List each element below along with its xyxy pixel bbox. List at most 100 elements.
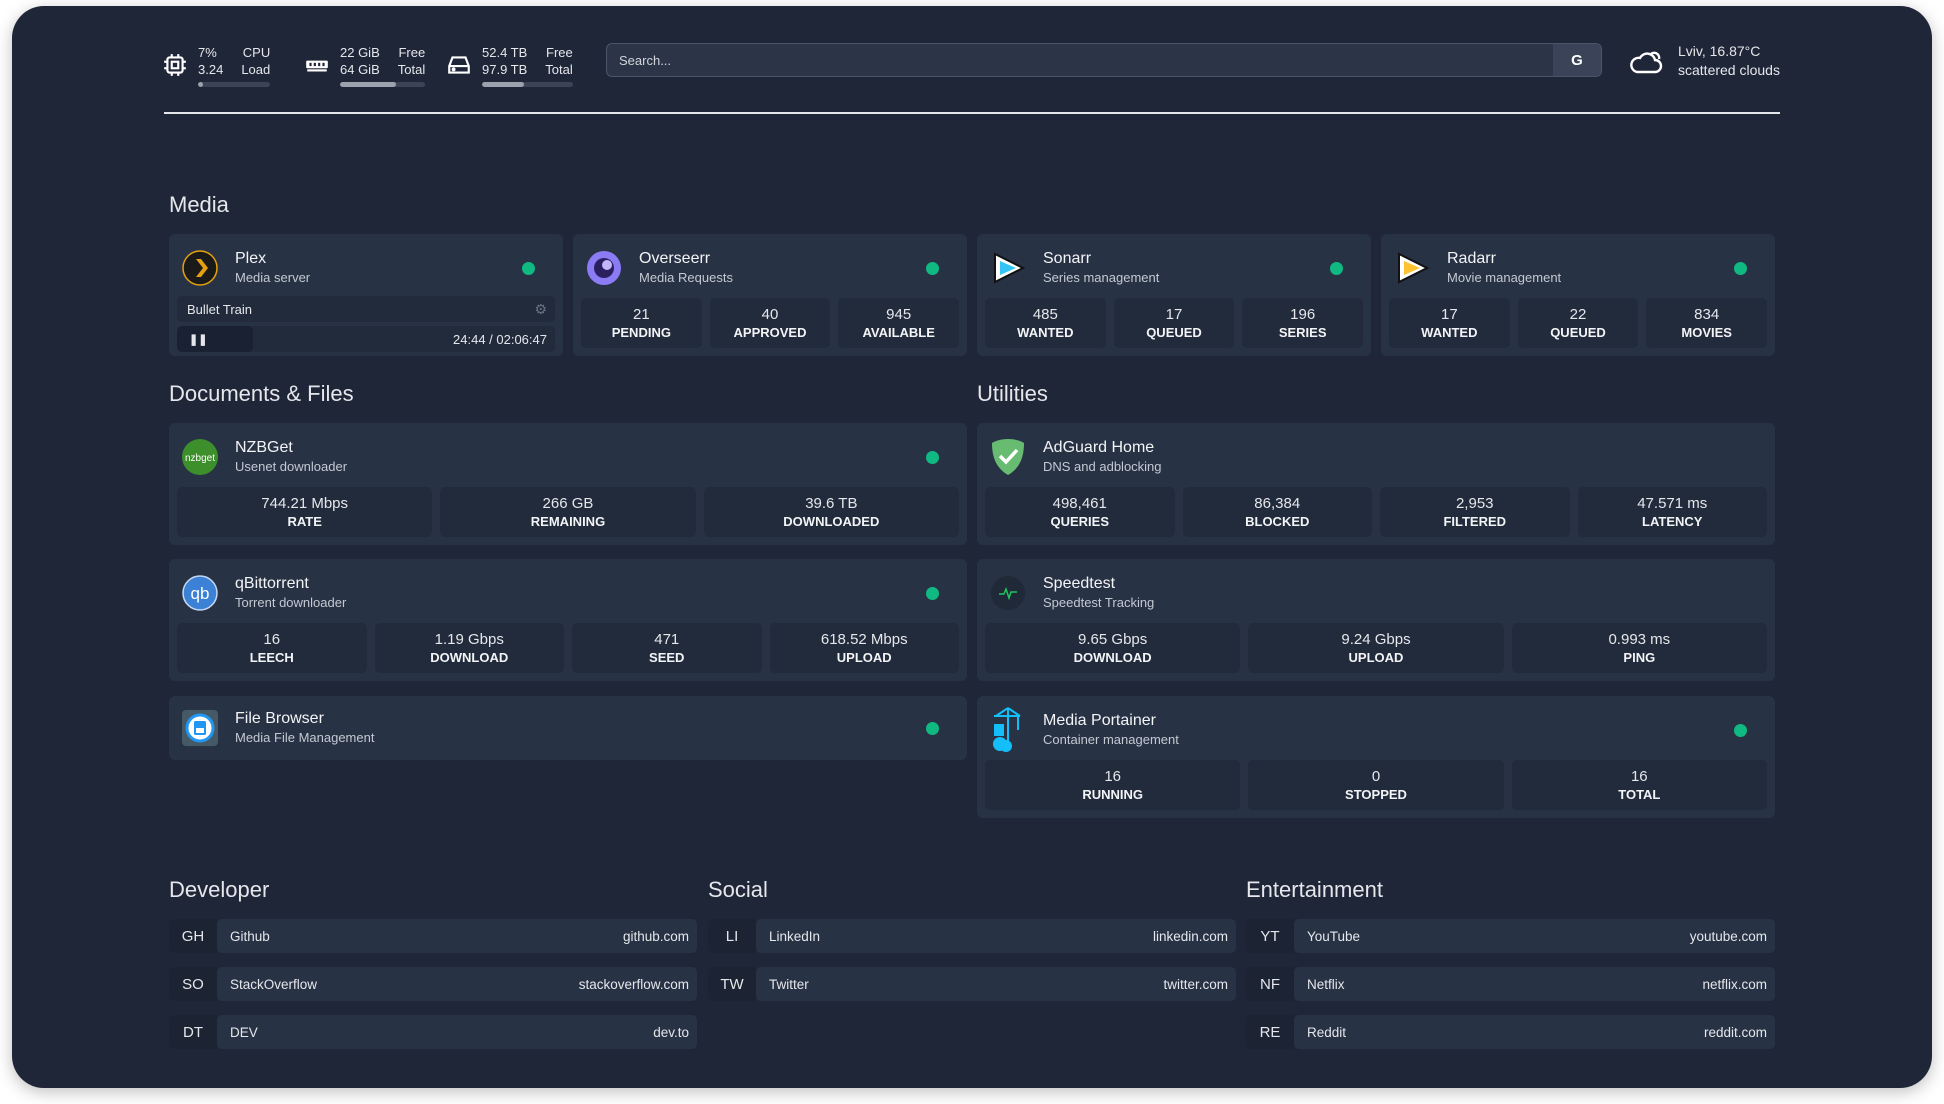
stat-label: PENDING — [611, 325, 671, 340]
stat-value: 86,384 — [1254, 495, 1301, 512]
service-card-filebrowser[interactable]: File Browser Media File Management — [169, 696, 967, 760]
bookmark-youtube[interactable]: YT YouTube youtube.com — [1246, 919, 1775, 953]
service-card-overseerr[interactable]: Overseerr Media Requests 21 PENDING 40 APPR… — [573, 234, 967, 356]
bookmark-url: twitter.com — [1163, 976, 1228, 992]
memory-total: 64 GiB — [340, 62, 380, 77]
bookmark-url: stackoverflow.com — [578, 976, 689, 992]
bookmark-github[interactable]: GH Github github.com — [169, 919, 697, 953]
stat-block: 2,953 FILTERED — [1380, 487, 1570, 537]
stat-block: 22 QUEUED — [1517, 298, 1639, 348]
stat-value: 2,953 — [1455, 495, 1494, 512]
now-playing-title: Bullet Train — [187, 301, 253, 317]
bookmark-stackoverflow[interactable]: SO StackOverflow stackoverflow.com — [169, 967, 697, 1001]
stat-label: WANTED — [1017, 325, 1074, 340]
service-card-sonarr[interactable]: Sonarr Series management 485 WANTED 17 QUEU… — [977, 234, 1371, 356]
service-card-radarr[interactable]: Radarr Movie management 17 WANTED 22 QUEUED… — [1381, 234, 1775, 356]
status-dot — [926, 262, 939, 275]
stat-label: UPLOAD — [836, 650, 892, 665]
service-name: Radarr — [1447, 250, 1496, 267]
bookmark-abbr: SO — [169, 967, 217, 1001]
stat-block: 945 AVAILABLE — [838, 298, 960, 348]
service-name: Speedtest — [1043, 575, 1116, 592]
stat-label: DOWNLOADED — [783, 514, 880, 529]
stat-value: 498,461 — [1052, 495, 1107, 512]
bookmark-abbr: GH — [169, 919, 217, 953]
status-dot — [1330, 262, 1343, 275]
stat-block: 744.21 Mbps RATE — [177, 487, 433, 537]
section-title-media: Media — [169, 192, 229, 217]
stat-value: 485 — [1032, 306, 1058, 323]
stat-label: DOWNLOAD — [430, 650, 509, 665]
search-engine-button[interactable]: G — [1553, 44, 1601, 76]
cpu-widget: 7% CPU 3.24 Load — [162, 44, 271, 87]
total-label: Total — [397, 62, 426, 77]
stat-value: 0 — [1371, 768, 1381, 785]
service-desc: Media File Management — [235, 730, 375, 745]
stat-block: 266 GB REMAINING — [440, 487, 696, 537]
search-box: G — [606, 43, 1602, 77]
bookmark-abbr: TW — [708, 967, 756, 1001]
status-dot — [522, 262, 535, 275]
service-desc: Movie management — [1447, 270, 1562, 285]
bookmark-url: reddit.com — [1703, 1024, 1767, 1040]
free-label: Free — [546, 45, 573, 60]
stat-block: 471 SEED — [572, 623, 762, 673]
weather-widget: Lviv, 16.87°C scattered clouds — [1628, 42, 1780, 80]
filebrowser-logo-icon — [181, 709, 219, 747]
stat-block: 17 QUEUED — [1113, 298, 1235, 348]
stat-block: 9.24 Gbps UPLOAD — [1248, 623, 1504, 673]
bookmark-name: Github — [230, 928, 270, 944]
stat-value: 834 — [1694, 306, 1720, 323]
pause-icon[interactable]: ❚❚ — [189, 333, 208, 346]
bookmark-reddit[interactable]: RE Reddit reddit.com — [1246, 1015, 1775, 1049]
stat-block: 16 RUNNING — [985, 760, 1241, 810]
stat-label: STOPPED — [1345, 787, 1407, 802]
stat-block: 0 STOPPED — [1248, 760, 1504, 810]
cpu-icon — [164, 54, 186, 76]
service-card-portainer[interactable]: Media Portainer Container management 16 RU… — [977, 696, 1775, 818]
status-dot — [926, 587, 939, 600]
stat-value: 21 — [632, 306, 650, 323]
bookmark-netflix[interactable]: NF Netflix netflix.com — [1246, 967, 1775, 1001]
gear-icon[interactable]: ⚙ — [534, 300, 547, 317]
stat-block: 40 APPROVED — [709, 298, 831, 348]
bookmark-abbr: NF — [1246, 967, 1294, 1001]
bookmark-dev[interactable]: DT DEV dev.to — [169, 1015, 697, 1049]
bookmark-twitter[interactable]: TW Twitter twitter.com — [708, 967, 1236, 1001]
portainer-logo-icon — [989, 707, 1027, 752]
service-card-speedtest[interactable]: Speedtest Speedtest Tracking 9.65 Gbps DOW… — [977, 559, 1775, 681]
cpu-label: CPU — [242, 45, 271, 60]
stat-value: 47.571 ms — [1637, 495, 1708, 512]
stat-value: 196 — [1290, 306, 1316, 323]
search-input[interactable] — [607, 44, 1553, 76]
service-desc: Speedtest Tracking — [1043, 595, 1155, 610]
stat-label: RATE — [287, 514, 322, 529]
bookmark-url: netflix.com — [1702, 976, 1767, 992]
svg-text:nzbget: nzbget — [185, 453, 215, 464]
cloud-icon — [1630, 51, 1663, 74]
section-title-utilities: Utilities — [977, 381, 1048, 406]
stat-value: 945 — [886, 306, 912, 323]
load-label: Load — [241, 62, 271, 77]
stat-value: 9.24 Gbps — [1341, 631, 1411, 648]
bookmark-linkedin[interactable]: LI LinkedIn linkedin.com — [708, 919, 1236, 953]
stat-value: 744.21 Mbps — [261, 495, 349, 512]
stat-value: 22 — [1569, 306, 1587, 323]
stat-label: QUEUED — [1550, 325, 1606, 340]
stat-block: 86,384 BLOCKED — [1182, 487, 1372, 537]
nzbget-logo-icon: nzbget — [181, 438, 219, 476]
service-card-nzbget[interactable]: nzbget NZBGet Usenet downloader 744.21 Mb… — [169, 423, 967, 545]
service-card-plex[interactable]: Plex Media server Bullet Train ⚙ ❚❚ 24:44… — [169, 234, 563, 356]
speedtest-pulse-icon — [989, 574, 1027, 612]
service-desc: DNS and adblocking — [1043, 459, 1162, 474]
service-name: Overseerr — [639, 250, 711, 267]
service-card-qbittorrent[interactable]: qb qBittorrent Torrent downloader 16 LEECH… — [169, 559, 967, 681]
service-name: Sonarr — [1043, 250, 1092, 267]
radarr-logo-icon — [1393, 249, 1431, 287]
stat-block: 39.6 TB DOWNLOADED — [703, 487, 959, 537]
stat-block: 17 WANTED — [1389, 298, 1510, 348]
qbittorrent-logo-icon: qb — [181, 574, 219, 612]
service-desc: Media server — [235, 270, 311, 285]
service-card-adguard[interactable]: AdGuard Home DNS and adblocking 498,461 QU… — [977, 423, 1775, 545]
service-desc: Series management — [1043, 270, 1160, 285]
